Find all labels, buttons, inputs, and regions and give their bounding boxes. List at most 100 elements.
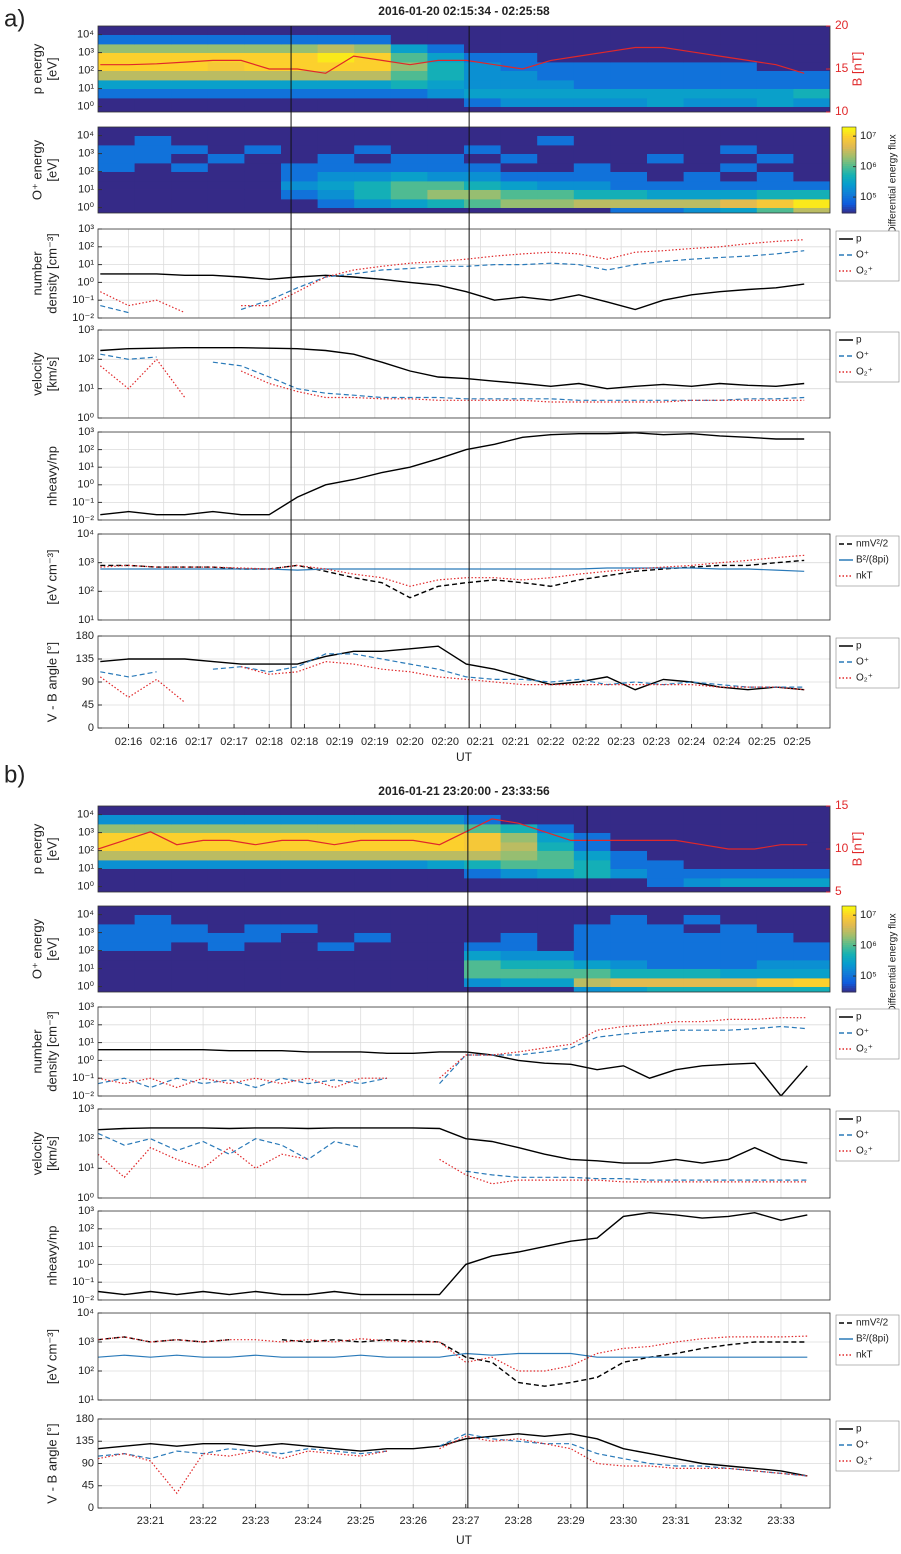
colorbar-swatch — [842, 983, 856, 987]
spectrogram-cell — [793, 70, 830, 81]
spectrogram-cell — [720, 850, 758, 861]
spectrogram-cell — [610, 850, 648, 861]
spectrogram-cell — [280, 914, 319, 925]
spectrogram-cell — [647, 859, 685, 869]
spectrogram-cell — [683, 841, 721, 851]
spectrogram-cell — [720, 986, 758, 992]
spectrogram-cell — [244, 162, 282, 172]
spectrogram-cell — [427, 886, 465, 892]
legend-label: O₂⁺ — [856, 367, 873, 378]
colorbar-swatch — [842, 985, 856, 989]
spectrogram-cell — [793, 97, 830, 107]
spectrogram-cell — [756, 198, 794, 208]
spectrogram-cell — [98, 171, 135, 182]
spectrogram-cell — [464, 868, 501, 879]
spectrogram-cell — [464, 153, 501, 164]
spectrogram-cell — [500, 153, 538, 164]
spectrogram-cell — [171, 886, 209, 892]
spectrogram-cell — [683, 914, 721, 925]
y-tick-label: 10¹ — [78, 1394, 94, 1406]
spectrogram-cell — [207, 886, 245, 892]
colorbar-swatch — [842, 964, 856, 967]
spectrogram-cell — [280, 986, 319, 992]
colorbar-swatch — [842, 185, 856, 188]
spectrogram-cell — [500, 932, 538, 943]
colorbar-swatch — [842, 167, 856, 171]
spectrogram-cell — [171, 986, 209, 992]
spectrogram-cell — [207, 171, 245, 182]
spectrogram-cell — [500, 207, 538, 213]
spectrogram-cell — [427, 950, 465, 961]
spectrogram-cell — [464, 127, 501, 136]
y-axis-label: V - B angle [°] — [44, 642, 59, 722]
spectrogram-cell — [720, 207, 758, 213]
spectrogram-cell — [281, 207, 318, 213]
spectrogram-cell — [464, 189, 501, 200]
y-tick-label: 10³ — [78, 1103, 94, 1115]
spectrogram-cell — [500, 26, 538, 35]
colorbar-swatch — [842, 946, 856, 950]
x-tick-label: 02:23 — [607, 736, 635, 748]
spectrogram-cell — [280, 923, 319, 933]
y-tick-label: 10⁴ — [77, 28, 94, 40]
spectrogram-cell — [354, 950, 392, 961]
spectrogram-cell — [793, 52, 830, 63]
spectrogram-cell — [171, 823, 209, 833]
x-tick-label: 02:16 — [115, 736, 143, 748]
spectrogram-cell — [354, 144, 392, 154]
y-axis-label: O⁺ energy — [29, 139, 44, 200]
colorbar-swatch — [842, 944, 856, 948]
x-tick-label: 02:18 — [255, 736, 283, 748]
spectrogram-cell — [171, 70, 209, 81]
spectrogram-cell — [134, 841, 172, 851]
spectrogram-cell — [134, 850, 172, 861]
spectrogram-cell — [756, 868, 794, 879]
spectrogram-cell — [464, 207, 501, 213]
spectrogram-cell — [244, 144, 282, 154]
spectrogram-cell — [683, 923, 721, 933]
spectrogram-cell — [793, 968, 830, 979]
spectrogram-cell — [390, 906, 428, 915]
colorbar-swatch — [842, 906, 856, 909]
spectrogram-cell — [610, 26, 648, 35]
spectrogram-cell — [683, 162, 721, 172]
spectrogram-cell — [98, 127, 135, 136]
spectrogram-cell — [720, 906, 758, 915]
spectrogram-cell — [354, 180, 392, 190]
spectrogram-cell — [244, 877, 282, 887]
colorbar-swatch — [842, 161, 856, 165]
series-line — [100, 645, 805, 691]
spectrogram-cell — [610, 923, 648, 933]
spectrogram-cell — [390, 144, 428, 154]
spectrogram-cell — [317, 859, 355, 869]
spectrogram-cell — [573, 26, 611, 35]
spectrogram-cell — [500, 135, 538, 146]
spectrogram-cell — [98, 823, 136, 833]
spectrogram-cell — [573, 841, 611, 851]
y-tick-label: 10² — [78, 844, 94, 856]
spectrogram-cell — [647, 886, 685, 892]
spectrogram-cell — [756, 43, 794, 53]
spectrogram-cell — [500, 70, 538, 81]
spectrogram-cell — [390, 886, 428, 892]
spectrogram-cell — [317, 806, 355, 815]
spectrogram-cell — [537, 950, 575, 961]
spectrogram-cell — [683, 941, 721, 951]
spectrogram-cell — [793, 950, 830, 961]
spectrogram-cell — [720, 841, 758, 851]
colorbar-swatch — [842, 970, 856, 974]
spectrogram-cell — [537, 832, 575, 843]
spectrogram-cell — [427, 26, 465, 35]
spectrogram-cell — [464, 941, 501, 951]
spectrogram-cell — [500, 886, 538, 892]
spectrogram-cell — [281, 153, 318, 164]
spectrogram-cell — [354, 135, 392, 146]
spectrogram-cell — [573, 823, 611, 833]
spectrogram-cell — [171, 144, 209, 154]
legend-label: B²/(8pi) — [856, 1334, 889, 1345]
legend-label: O₂⁺ — [856, 1456, 873, 1467]
colorbar-swatch — [842, 955, 856, 959]
y-tick-label: 90 — [82, 676, 94, 688]
spectrogram-cell — [756, 841, 794, 851]
colorbar-swatch — [842, 949, 856, 952]
